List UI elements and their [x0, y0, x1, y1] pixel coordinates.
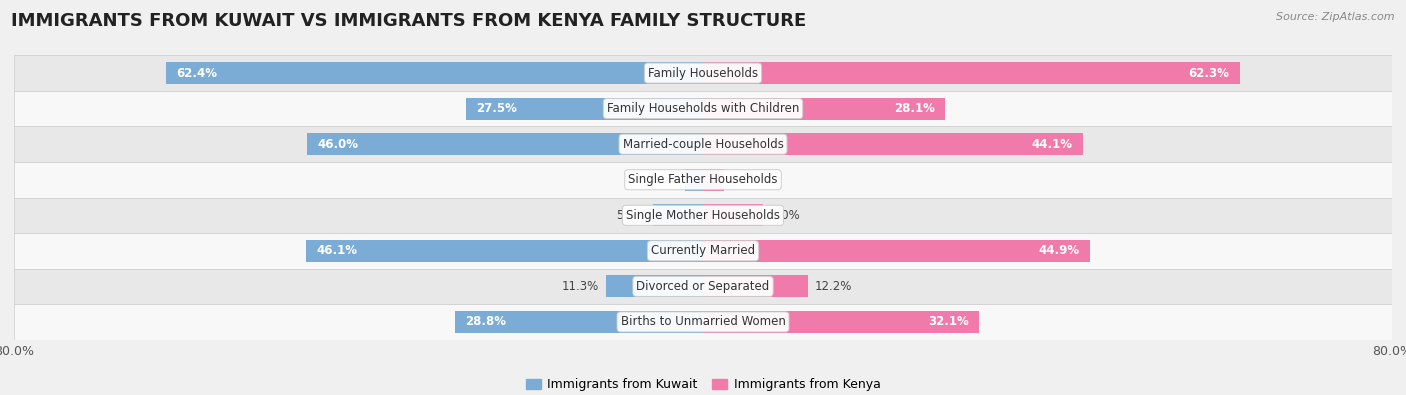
Bar — [703, 311, 980, 333]
Text: Family Households with Children: Family Households with Children — [607, 102, 799, 115]
Bar — [703, 98, 945, 120]
Text: 46.0%: 46.0% — [318, 138, 359, 150]
Text: 2.4%: 2.4% — [731, 173, 761, 186]
Bar — [703, 240, 1090, 262]
Text: IMMIGRANTS FROM KUWAIT VS IMMIGRANTS FROM KENYA FAMILY STRUCTURE: IMMIGRANTS FROM KUWAIT VS IMMIGRANTS FRO… — [11, 12, 807, 30]
Text: Births to Unmarried Women: Births to Unmarried Women — [620, 316, 786, 328]
Text: Single Mother Households: Single Mother Households — [626, 209, 780, 222]
Text: Currently Married: Currently Married — [651, 245, 755, 257]
Text: 28.8%: 28.8% — [465, 316, 506, 328]
Bar — [685, 169, 703, 191]
Text: 27.5%: 27.5% — [477, 102, 517, 115]
Bar — [14, 55, 1392, 91]
Text: Divorced or Separated: Divorced or Separated — [637, 280, 769, 293]
Text: 44.9%: 44.9% — [1038, 245, 1080, 257]
Bar — [307, 240, 703, 262]
Legend: Immigrants from Kuwait, Immigrants from Kenya: Immigrants from Kuwait, Immigrants from … — [520, 373, 886, 395]
Bar — [14, 162, 1392, 198]
Text: Married-couple Households: Married-couple Households — [623, 138, 783, 150]
Text: 7.0%: 7.0% — [770, 209, 800, 222]
Text: 5.8%: 5.8% — [617, 209, 647, 222]
Bar — [14, 269, 1392, 304]
Text: Source: ZipAtlas.com: Source: ZipAtlas.com — [1277, 12, 1395, 22]
Bar — [14, 233, 1392, 269]
Text: 11.3%: 11.3% — [561, 280, 599, 293]
Bar — [703, 204, 763, 226]
Text: 46.1%: 46.1% — [316, 245, 357, 257]
Bar — [166, 62, 703, 84]
Bar — [456, 311, 703, 333]
Text: 44.1%: 44.1% — [1032, 138, 1073, 150]
Text: 62.3%: 62.3% — [1188, 67, 1229, 79]
Bar — [14, 198, 1392, 233]
Bar — [14, 91, 1392, 126]
Bar — [703, 62, 1240, 84]
Bar — [652, 204, 703, 226]
Bar — [703, 169, 724, 191]
Bar — [14, 126, 1392, 162]
Text: 2.1%: 2.1% — [648, 173, 678, 186]
Text: 32.1%: 32.1% — [928, 316, 969, 328]
Bar — [703, 275, 808, 297]
Bar — [14, 304, 1392, 340]
Text: 28.1%: 28.1% — [894, 102, 935, 115]
Bar — [606, 275, 703, 297]
Text: Family Households: Family Households — [648, 67, 758, 79]
Bar — [703, 133, 1083, 155]
Bar — [307, 133, 703, 155]
Text: 12.2%: 12.2% — [815, 280, 852, 293]
Bar — [467, 98, 703, 120]
Text: 62.4%: 62.4% — [176, 67, 217, 79]
Text: Single Father Households: Single Father Households — [628, 173, 778, 186]
